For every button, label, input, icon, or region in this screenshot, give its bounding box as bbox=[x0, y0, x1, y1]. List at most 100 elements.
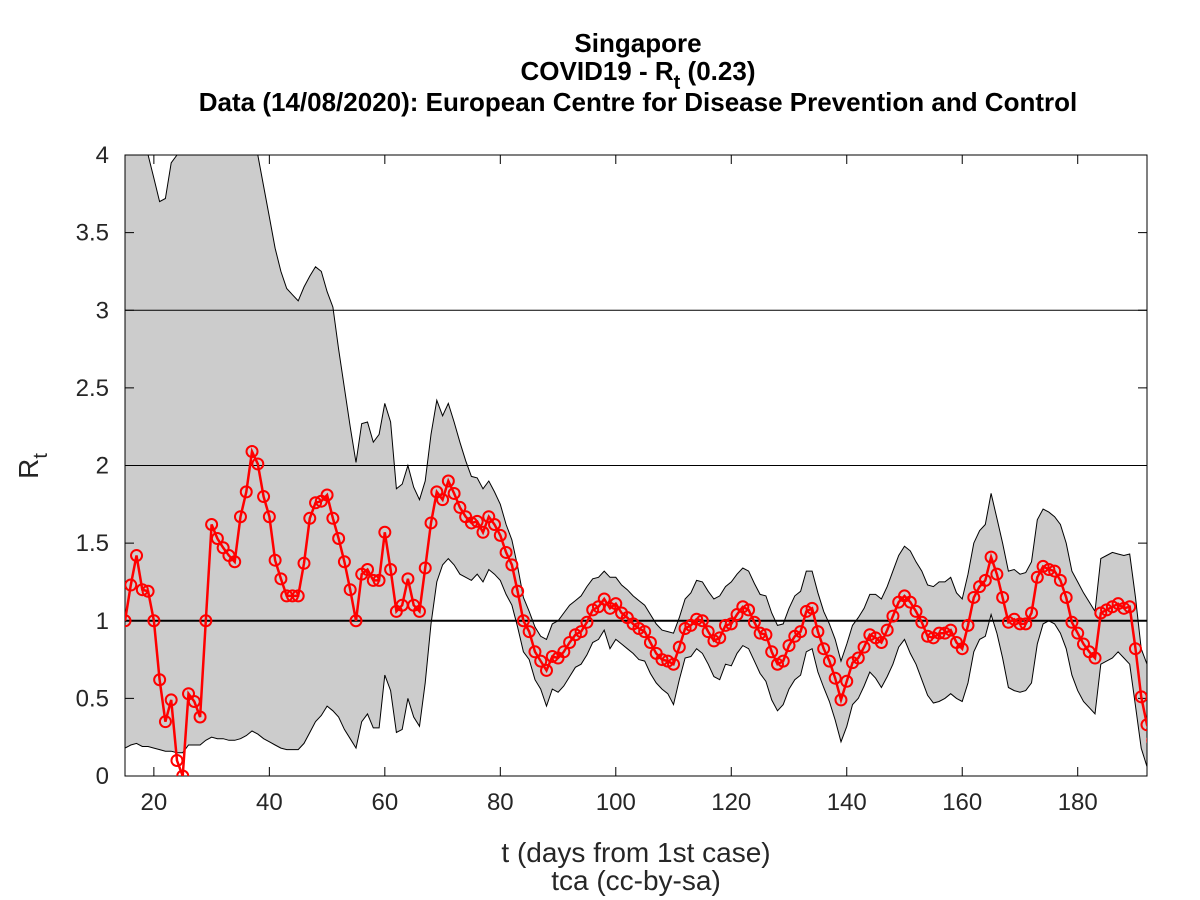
rt-point bbox=[476, 525, 490, 539]
rt-point bbox=[412, 604, 426, 618]
y-tick-label: 4 bbox=[96, 142, 109, 169]
rt-point bbox=[493, 528, 507, 542]
rt-point bbox=[574, 625, 588, 639]
rt-point bbox=[274, 572, 288, 586]
rt-point bbox=[262, 510, 276, 524]
reference-lines-layer bbox=[125, 309, 1147, 622]
x-tick-label: 80 bbox=[487, 789, 514, 816]
rt-point bbox=[1030, 570, 1044, 584]
rt-point bbox=[909, 604, 923, 618]
rt-point bbox=[672, 640, 686, 654]
rt-point bbox=[326, 511, 340, 525]
rt-point bbox=[1013, 617, 1027, 631]
rt-point bbox=[125, 578, 138, 592]
rt-point bbox=[695, 614, 709, 628]
rt-point bbox=[1059, 590, 1073, 604]
rt-point bbox=[320, 488, 334, 502]
rt-point bbox=[834, 693, 848, 707]
rt-point bbox=[141, 584, 155, 598]
rt-point bbox=[851, 651, 865, 665]
rt-point bbox=[805, 601, 819, 615]
rt-point bbox=[522, 625, 536, 639]
rt-point bbox=[251, 457, 265, 471]
rt-point bbox=[967, 590, 981, 604]
rt-point bbox=[1025, 606, 1039, 620]
rt-point bbox=[245, 445, 259, 459]
rt-point bbox=[961, 618, 975, 632]
rt-point bbox=[511, 584, 525, 598]
rt-series-layer bbox=[125, 445, 1147, 776]
rt-point bbox=[655, 653, 669, 667]
rt-point bbox=[782, 639, 796, 653]
x-tick-label: 100 bbox=[596, 789, 636, 816]
rt-point bbox=[886, 609, 900, 623]
rt-point bbox=[193, 710, 207, 724]
rt-point bbox=[378, 525, 392, 539]
rt-point bbox=[153, 673, 167, 687]
rt-point bbox=[1123, 600, 1137, 614]
rt-point bbox=[309, 496, 323, 510]
rt-point bbox=[1019, 617, 1033, 631]
rt-point bbox=[724, 617, 738, 631]
y-axis-label: Rt bbox=[13, 453, 52, 479]
rt-point bbox=[701, 625, 715, 639]
rt-point bbox=[199, 614, 213, 628]
rt-point bbox=[1042, 563, 1056, 577]
rt-point bbox=[1071, 626, 1085, 640]
rt-point bbox=[125, 614, 132, 628]
rt-point bbox=[822, 654, 836, 668]
rt-point bbox=[164, 693, 178, 707]
rt-point bbox=[742, 603, 756, 617]
rt-point bbox=[840, 674, 854, 688]
x-axis-note: tca (cc-by-sa) bbox=[551, 865, 721, 896]
rt-point bbox=[418, 561, 432, 575]
rt-point bbox=[984, 550, 998, 564]
rt-point bbox=[1128, 642, 1142, 656]
x-tick-label: 20 bbox=[141, 789, 168, 816]
rt-point bbox=[384, 563, 398, 577]
rt-point bbox=[747, 615, 761, 629]
confidence-band-layer bbox=[125, 155, 1147, 768]
rt-point bbox=[557, 645, 571, 659]
rt-point bbox=[955, 642, 969, 656]
rt-point bbox=[135, 583, 149, 597]
rt-point bbox=[996, 590, 1010, 604]
y-tick-label: 0.5 bbox=[76, 685, 109, 712]
rt-point bbox=[765, 645, 779, 659]
rt-point bbox=[464, 516, 478, 530]
rt-point bbox=[187, 694, 201, 708]
rt-point bbox=[424, 516, 438, 530]
rt-point bbox=[753, 626, 767, 640]
rt-point bbox=[528, 645, 542, 659]
rt-point bbox=[718, 618, 732, 632]
rt-point bbox=[921, 629, 935, 643]
rt-point bbox=[713, 631, 727, 645]
rt-point bbox=[667, 657, 681, 671]
rt-point bbox=[811, 625, 825, 639]
chart-title-metric: COVID19 - Rt (0.23) bbox=[521, 56, 756, 94]
rt-point bbox=[990, 567, 1004, 581]
rt-point bbox=[516, 614, 530, 628]
x-tick-label: 120 bbox=[711, 789, 751, 816]
rt-point bbox=[944, 623, 958, 637]
chart-title-country: Singapore bbox=[574, 28, 701, 58]
rt-point bbox=[447, 486, 461, 500]
rt-point bbox=[285, 589, 299, 603]
rt-point bbox=[488, 517, 502, 531]
rt-point bbox=[690, 612, 704, 626]
rt-point bbox=[303, 511, 317, 525]
x-axis-label: t (days from 1st case) bbox=[501, 837, 770, 868]
rt-point bbox=[499, 545, 513, 559]
rt-point bbox=[903, 595, 917, 609]
y-tick-label: 1.5 bbox=[76, 530, 109, 557]
axis-ticks-layer: 20 40 60 80 100 120 140 160 180 0 0.5 1 1.5 2 2.5 3 3.5 4 bbox=[76, 142, 1147, 816]
rt-point bbox=[343, 583, 357, 597]
rt-point bbox=[638, 625, 652, 639]
rt-point bbox=[436, 493, 450, 507]
rt-point bbox=[817, 642, 831, 656]
rt-point bbox=[130, 549, 144, 563]
y-tick-label: 3.5 bbox=[76, 220, 109, 247]
rt-point bbox=[233, 510, 247, 524]
y-tick-label: 3 bbox=[96, 297, 109, 324]
